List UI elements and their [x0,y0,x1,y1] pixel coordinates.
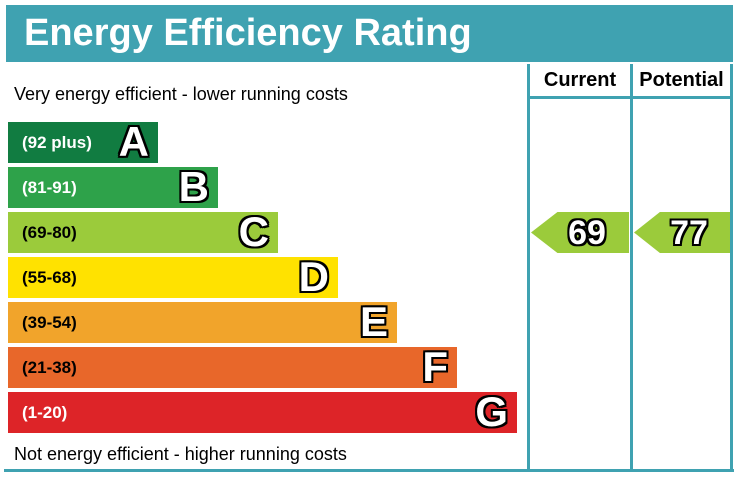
table-border-right [730,64,733,472]
band-row-f: (21-38) F [8,342,517,390]
potential-rating-arrow: 77 [634,212,730,253]
band-bar-d: (55-68) D [8,252,338,300]
current-rating-arrow: 69 [531,212,629,253]
band-row-a: (92 plus) A [8,117,517,165]
potential-rating-value: 77 [670,213,708,252]
band-bar-e: (39-54) E [8,297,397,345]
band-row-b: (81-91) B [8,162,517,210]
rating-bands: (92 plus) A (81-91) B (69-80) C (55-68) … [8,117,517,435]
band-letter-d: D [298,252,329,300]
band-letter-e: E [359,297,388,345]
band-letter-c: C [238,207,269,255]
table-border-middle [630,64,633,472]
potential-column-header: Potential [639,68,724,91]
band-row-c: (69-80) C [8,207,517,255]
band-range-label-d: (55-68) [22,267,77,287]
top-note: Very energy efficient - lower running co… [14,84,348,104]
band-row-e: (39-54) E [8,297,517,345]
band-row-g: (1-20) G [8,387,517,435]
band-range-label-e: (39-54) [22,312,77,332]
band-bar-b: (81-91) B [8,162,218,210]
band-range-label-f: (21-38) [22,357,77,377]
band-range-label-b: (81-91) [22,177,77,197]
band-letter-g: G [475,387,508,435]
band-range-label-c: (69-80) [22,222,77,242]
band-bar-a: (92 plus) A [8,117,158,165]
table-header-underline [527,96,733,99]
current-column-header: Current [543,68,617,91]
band-bar-f: (21-38) F [8,342,457,390]
band-letter-b: B [178,162,209,210]
table-border-left [527,64,530,472]
bottom-note: Not energy efficient - higher running co… [14,444,347,464]
title-banner: Energy Efficiency Rating [6,5,733,62]
band-letter-f: F [422,342,448,390]
band-range-label-g: (1-20) [22,402,68,422]
band-letter-a: A [118,117,149,165]
current-rating-value: 69 [568,213,606,252]
band-bar-g: (1-20) G [8,387,517,435]
page-title: Energy Efficiency Rating [24,12,472,54]
band-row-d: (55-68) D [8,252,517,300]
band-range-label-a: (92 plus) [22,132,92,152]
band-bar-c: (69-80) C [8,207,278,255]
table-border-bottom [4,469,734,472]
